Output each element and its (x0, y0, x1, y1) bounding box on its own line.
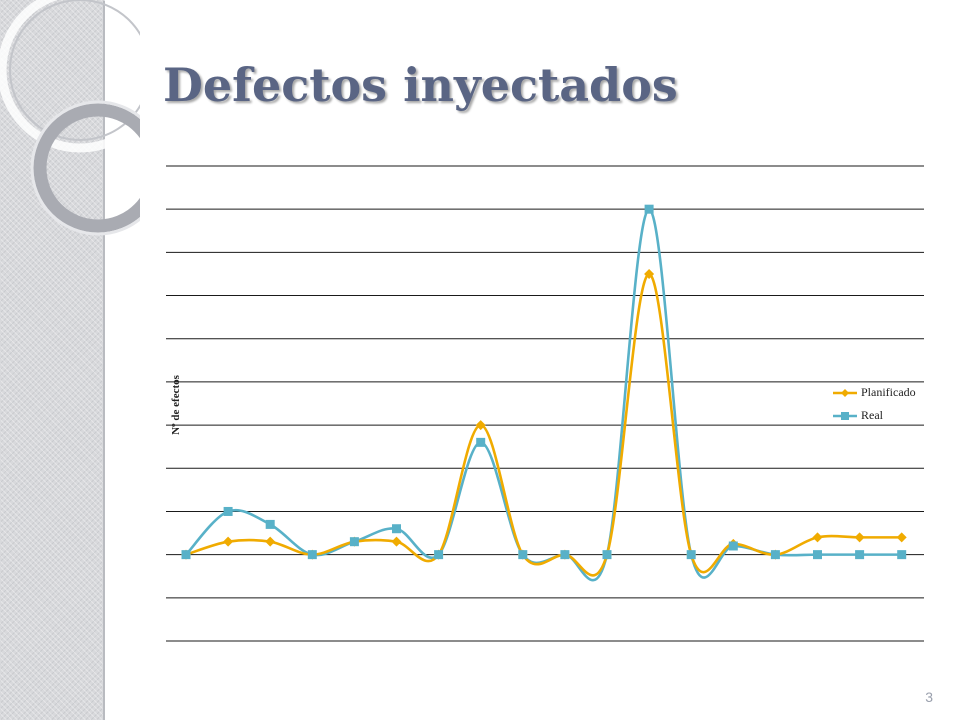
data-point-real (434, 550, 444, 560)
chart-gridlines (166, 165, 924, 642)
data-point-real (476, 437, 486, 447)
series-line-real (185, 207, 902, 582)
data-point-real (349, 537, 359, 547)
page-number: 3 (925, 689, 933, 705)
data-point-real (560, 550, 570, 560)
data-point-real (770, 550, 780, 560)
data-point-real (392, 524, 401, 534)
data-point-planificado (896, 532, 907, 543)
data-point-planificado (812, 532, 823, 543)
data-point-real (518, 550, 528, 560)
data-point-real (602, 550, 612, 560)
data-point-planificado (854, 532, 865, 543)
data-point-real (686, 550, 696, 560)
data-point-planificado (391, 536, 402, 547)
data-point-real (813, 550, 822, 560)
data-point-real (265, 519, 275, 529)
decorative-circles (0, 0, 140, 236)
data-point-real (644, 204, 654, 214)
data-point-real (223, 506, 233, 516)
legend-label-planificado: Planificado (861, 385, 916, 399)
data-point-real (855, 550, 865, 560)
data-point-real (181, 550, 191, 560)
data-point-real (307, 550, 317, 560)
slide-title: Defectos inyectados (163, 58, 678, 112)
data-point-real (728, 541, 738, 551)
legend-swatch-real (833, 412, 857, 420)
legend-label-real: Real (861, 408, 883, 422)
data-point-planificado (644, 268, 655, 279)
data-point-real (897, 550, 907, 560)
data-point-planificado (265, 536, 276, 547)
legend-swatch-planificado (833, 389, 857, 397)
chart-series-markers (181, 204, 907, 560)
data-point-planificado (475, 420, 486, 431)
chart-series-lines (185, 207, 902, 582)
y-axis-label: Nº de efectos (170, 375, 182, 435)
data-point-planificado (223, 536, 234, 547)
